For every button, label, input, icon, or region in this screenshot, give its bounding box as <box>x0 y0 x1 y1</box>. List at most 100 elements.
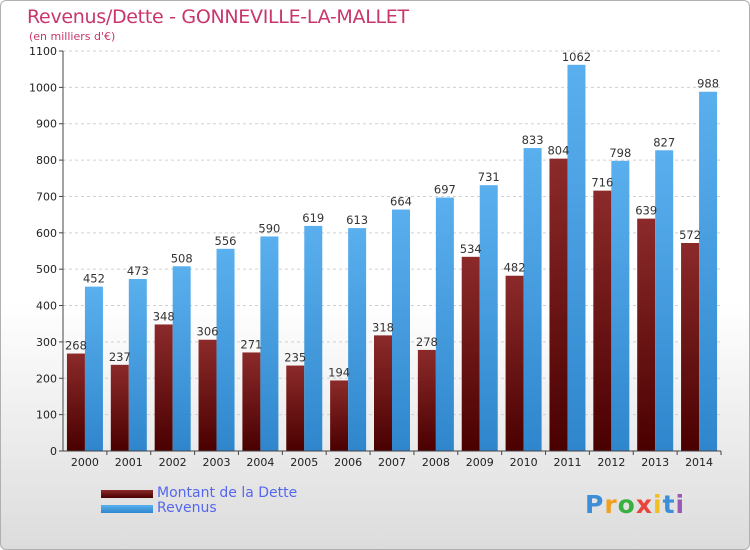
y-tick-label: 100 <box>36 409 57 422</box>
data-label-debt: 306 <box>197 325 219 339</box>
x-tick-label: 2001 <box>115 456 143 469</box>
bar-revenue <box>435 197 454 451</box>
data-label-debt: 534 <box>460 242 482 256</box>
data-label-debt: 639 <box>635 204 657 218</box>
data-label-debt: 237 <box>109 350 131 364</box>
data-label-revenue: 1062 <box>562 50 591 64</box>
bar-revenue <box>655 150 674 452</box>
legend-label-debt: Montant de la Dette <box>157 485 298 501</box>
data-label-revenue: 613 <box>346 213 368 227</box>
data-label-revenue: 473 <box>127 264 149 278</box>
y-tick-label: 300 <box>36 336 57 349</box>
bar-debt <box>417 349 436 451</box>
bar-revenue <box>348 228 367 451</box>
x-tick-label: 2012 <box>597 456 625 469</box>
y-tick-label: 1100 <box>29 45 57 58</box>
chart-subtitle: (en milliers d'€) <box>29 30 116 43</box>
y-tick-label: 400 <box>36 300 57 313</box>
bar-revenue <box>304 225 323 451</box>
bar-debt <box>110 364 129 451</box>
x-tick-label: 2003 <box>203 456 231 469</box>
bar-debt <box>637 218 656 451</box>
logo-letter: i <box>675 490 686 519</box>
x-tick-label: 2010 <box>510 456 538 469</box>
data-label-revenue: 731 <box>478 170 500 184</box>
x-tick-label: 2004 <box>246 456 274 469</box>
x-tick-label: 2002 <box>159 456 187 469</box>
data-label-debt: 348 <box>153 309 175 323</box>
y-tick-label: 1000 <box>29 81 57 94</box>
bar-debt <box>242 352 261 451</box>
bar-debt <box>330 380 349 451</box>
data-label-revenue: 556 <box>215 234 237 248</box>
logo-letter: x <box>635 490 653 519</box>
data-label-debt: 482 <box>504 261 526 275</box>
data-label-debt: 268 <box>65 339 87 353</box>
bar-revenue <box>479 185 498 451</box>
data-label-debt: 804 <box>547 144 569 158</box>
bar-revenue <box>128 279 147 451</box>
data-label-debt: 271 <box>240 337 262 351</box>
bar-debt <box>374 335 392 451</box>
y-tick-label: 800 <box>36 154 57 167</box>
bar-revenue <box>172 266 191 451</box>
bar-debt <box>286 365 305 451</box>
x-tick-label: 2013 <box>641 456 669 469</box>
legend-swatch-debt <box>101 490 153 498</box>
bar-debt <box>461 256 480 451</box>
bar-revenue <box>523 148 542 451</box>
x-tick-label: 2009 <box>466 456 494 469</box>
legend-label-revenue: Revenus <box>157 500 217 516</box>
data-label-revenue: 798 <box>609 146 631 160</box>
logo-letter: i <box>653 490 663 519</box>
data-label-revenue: 508 <box>171 251 193 265</box>
bar-debt <box>593 190 612 452</box>
x-tick-label: 2005 <box>290 456 318 469</box>
chart-title: Revenus/Dette - GONNEVILLE-LA-MALLET <box>27 6 409 28</box>
bar-revenue <box>392 209 410 451</box>
y-tick-label: 500 <box>36 263 57 276</box>
bar-debt <box>549 158 568 452</box>
data-label-revenue: 988 <box>697 77 719 91</box>
x-tick-label: 2006 <box>334 456 362 469</box>
data-label-revenue: 697 <box>434 183 456 197</box>
data-label-debt: 572 <box>679 228 701 242</box>
y-tick-label: 900 <box>36 118 57 131</box>
proxiti-logo: Proxiti <box>585 490 685 519</box>
x-tick-label: 2007 <box>378 456 406 469</box>
data-label-debt: 194 <box>328 365 350 379</box>
x-tick-label: 2014 <box>685 456 713 469</box>
data-label-debt: 235 <box>284 351 306 365</box>
y-tick-label: 600 <box>36 227 57 240</box>
bar-revenue <box>84 286 103 451</box>
logo-letter: t <box>662 490 676 519</box>
bar-debt <box>154 324 173 451</box>
bar-debt <box>198 339 217 451</box>
bar-revenue <box>699 91 718 452</box>
x-tick-label: 2011 <box>553 456 581 469</box>
data-label-revenue: 619 <box>302 211 324 225</box>
bar-debt <box>681 243 700 451</box>
x-tick-label: 2000 <box>71 456 99 469</box>
legend-swatch-revenue <box>101 505 153 513</box>
bar-debt <box>505 275 524 451</box>
logo-letter: o <box>617 490 636 519</box>
logo-letter: P <box>585 490 605 519</box>
data-label-revenue: 590 <box>258 221 280 235</box>
bar-revenue <box>611 160 630 451</box>
data-label-debt: 278 <box>416 335 438 349</box>
data-label-revenue: 827 <box>653 135 675 149</box>
data-label-revenue: 664 <box>390 195 412 209</box>
y-tick-label: 200 <box>36 372 57 385</box>
data-label-debt: 318 <box>372 320 394 334</box>
data-label-debt: 716 <box>591 176 613 190</box>
bar-revenue <box>216 248 235 451</box>
bar-debt <box>66 353 85 451</box>
data-label-revenue: 833 <box>522 133 544 147</box>
y-tick-label: 700 <box>36 190 57 203</box>
bar-revenue <box>260 236 279 451</box>
x-tick-label: 2008 <box>422 456 450 469</box>
logo-letter: r <box>604 490 618 519</box>
